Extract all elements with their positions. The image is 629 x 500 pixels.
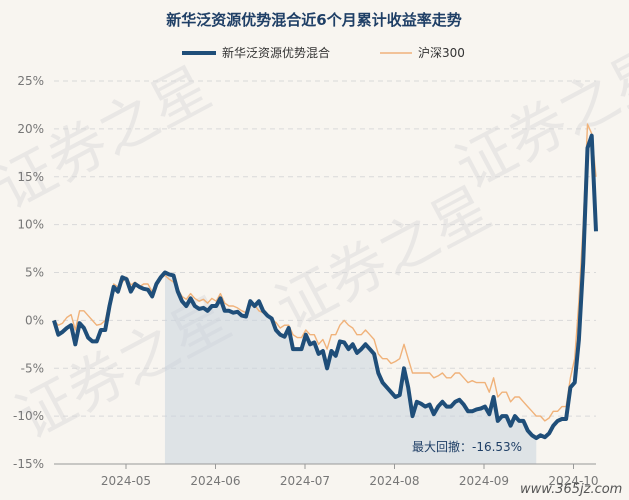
drawdown-area xyxy=(164,272,537,464)
y-tick-label: -10% xyxy=(13,409,44,423)
series-line-index xyxy=(53,123,597,422)
y-tick-label: 0% xyxy=(25,313,44,327)
x-tick-label: 2024-08 xyxy=(369,474,419,488)
watermark: 证券之星 xyxy=(265,173,502,342)
drawdown-region xyxy=(164,272,537,464)
legend-label-fund: 新华泛资源优势混合 xyxy=(222,45,330,60)
y-axis: 25% 20% 15% 10% 5% 0% -5% -10% -15% xyxy=(13,74,44,471)
x-tick-label: 2024-09 xyxy=(459,474,509,488)
y-tick-label: 25% xyxy=(17,74,44,88)
x-tick-label: 2024-05 xyxy=(101,474,151,488)
series-lines xyxy=(52,123,598,441)
site-watermark: www.365jz.com xyxy=(520,482,622,497)
x-tick-label: 2024-06 xyxy=(190,474,240,488)
chart-title: 新华泛资源优势混合近6个月累计收益率走势 xyxy=(166,11,461,29)
y-tick-label: -15% xyxy=(13,457,44,471)
y-tick-label: 10% xyxy=(17,218,44,232)
legend-label-index: 沪深300 xyxy=(418,46,465,60)
x-tick-label: 2024-10 xyxy=(548,474,598,488)
drawdown-annotation: 最大回撤：-16.53% xyxy=(412,439,522,454)
y-tick-label: 5% xyxy=(25,266,44,280)
x-axis: 2024-05 2024-06 2024-07 2024-08 2024-09 2024-… xyxy=(54,463,599,488)
x-tick-label: 2024-07 xyxy=(280,474,330,488)
y-tick-label: 20% xyxy=(17,122,44,136)
series-line-fund xyxy=(52,133,598,441)
legend: 新华泛资源优势混合 沪深300 xyxy=(182,45,465,60)
y-tick-label: -5% xyxy=(21,361,44,375)
y-tick-label: 15% xyxy=(17,170,44,184)
